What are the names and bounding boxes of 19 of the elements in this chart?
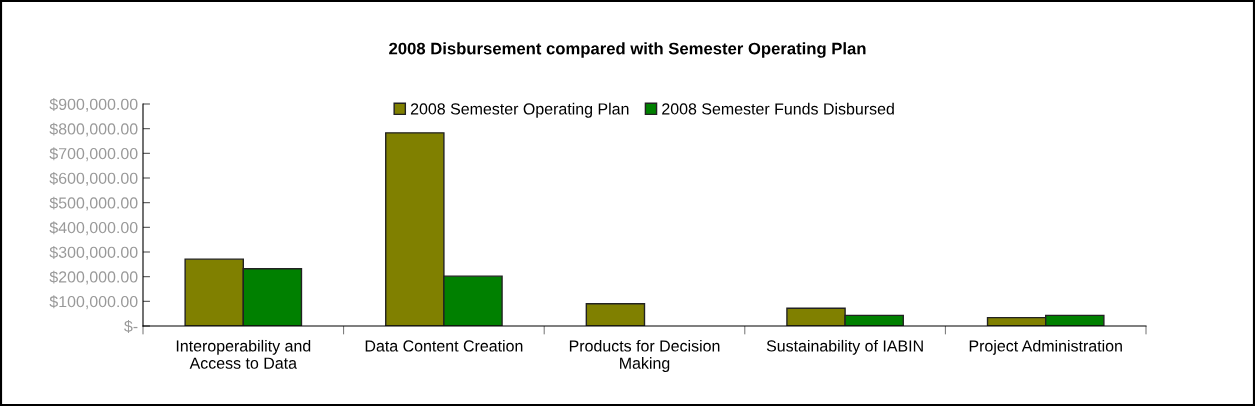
x-tick-label: Interoperability and Access to Data xyxy=(176,339,311,369)
bar xyxy=(585,303,646,326)
legend-label: 2008 Semester Funds Disbursed xyxy=(662,102,894,115)
y-tick-label: $300,000.00 xyxy=(49,245,138,260)
y-tick-label: $200,000.00 xyxy=(49,270,138,285)
legend-label: 2008 Semester Operating Plan xyxy=(410,102,629,118)
y-tick-label: $900,000.00 xyxy=(49,97,138,112)
y-tick-label: $100,000.00 xyxy=(49,295,138,310)
y-tick-label: $500,000.00 xyxy=(49,196,138,211)
y-tick-label: $400,000.00 xyxy=(49,221,138,236)
x-tick-label: Project Administration xyxy=(969,339,1122,355)
y-tick-label: $800,000.00 xyxy=(49,122,138,137)
chart-title: 2008 Disbursement compared with Semester Operating Plan xyxy=(389,42,866,58)
x-tick-label: Products for Decision Making xyxy=(569,339,720,372)
y-tick-label: $700,000.00 xyxy=(49,147,138,162)
x-tick-label: Data Content Creation xyxy=(365,339,523,352)
y-tick-label: $- xyxy=(124,319,138,333)
y-tick-label: $600,000.00 xyxy=(49,171,138,186)
x-tick-label: Sustainability of IABIN xyxy=(766,339,923,355)
